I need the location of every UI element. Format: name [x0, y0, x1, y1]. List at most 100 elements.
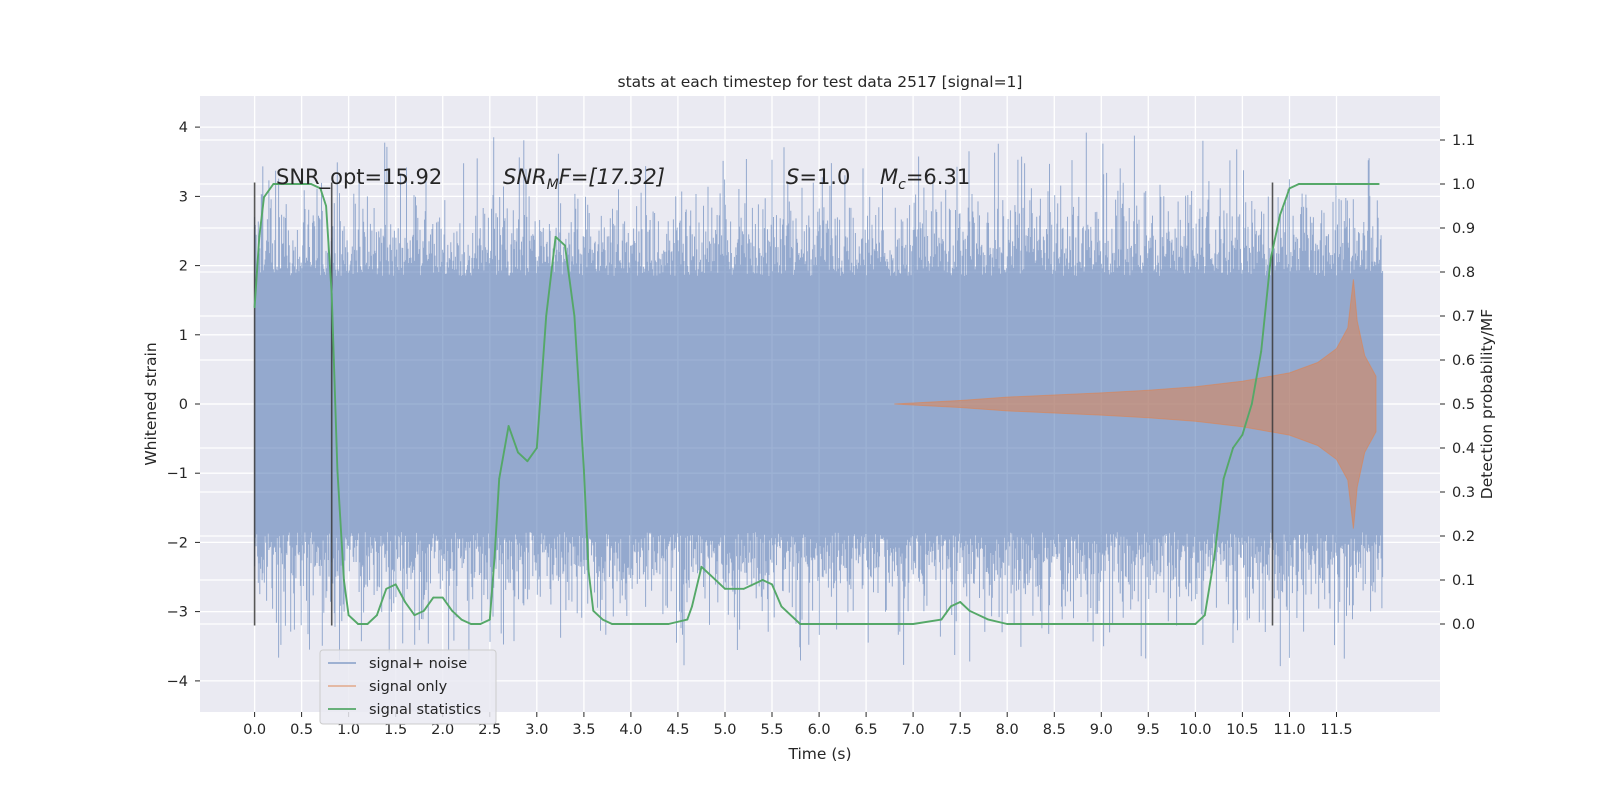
statistics-point	[686, 618, 689, 621]
x-tick-label: 9.5	[1137, 722, 1160, 738]
y-right-tick-label: 0.8	[1452, 265, 1475, 281]
statistics-point	[272, 183, 275, 185]
series-signal-statistics	[253, 183, 1380, 625]
y-right-tick-label: 0.5	[1452, 397, 1475, 413]
y-tick-label: 4	[179, 120, 188, 136]
legend-label-signal-only: signal only	[369, 679, 448, 695]
statistics-point	[1006, 623, 1009, 625]
statistics-point	[385, 587, 388, 590]
legend: signal+ noise signal only signal statist…	[319, 649, 497, 725]
statistics-point	[1288, 187, 1291, 190]
statistics-point	[545, 315, 548, 317]
statistics-point	[940, 618, 943, 621]
x-tick-label: 1.0	[337, 722, 360, 738]
x-tick-label: 6.0	[808, 722, 831, 738]
statistics-point	[1260, 350, 1263, 353]
statistics-point	[780, 605, 783, 608]
statistics-point	[592, 609, 595, 612]
x-tick-label: 0.0	[243, 722, 266, 738]
statistics-point	[865, 623, 867, 625]
statistics-point	[893, 623, 896, 625]
statistics-point	[432, 596, 435, 599]
annotation-s: S=1.0	[786, 165, 850, 189]
statistics-point	[1363, 183, 1366, 185]
statistics-point	[517, 451, 519, 454]
y-right-tick-label: 0.9	[1452, 221, 1475, 237]
x-tick-label: 10.0	[1179, 722, 1211, 738]
x-tick-label: 5.0	[713, 722, 736, 738]
statistics-point	[724, 587, 726, 590]
x-tick-label: 5.5	[760, 722, 783, 738]
statistics-point	[742, 587, 745, 590]
y-right-tick-label: 0.7	[1452, 309, 1475, 325]
statistics-point	[319, 187, 322, 190]
statistics-point	[479, 623, 482, 625]
statistics-point	[460, 618, 463, 621]
x-tick-label: 4.0	[619, 722, 642, 738]
statistics-point	[330, 293, 333, 295]
x-tick-label: 7.0	[902, 722, 925, 738]
y-right-tick-label: 0.6	[1452, 353, 1475, 369]
annotation-s-main: S	[786, 165, 799, 189]
x-tick-label: 10.5	[1226, 722, 1258, 738]
statistics-point	[1213, 557, 1216, 559]
statistics-point	[771, 583, 773, 586]
x-tick-label: 1.5	[384, 722, 407, 738]
statistics-point	[441, 596, 444, 599]
statistics-point	[347, 614, 350, 617]
x-tick-label: 4.5	[666, 722, 689, 738]
statistics-point	[583, 469, 585, 471]
statistics-point	[263, 196, 265, 199]
statistics-point	[325, 205, 327, 207]
statistics-point	[493, 557, 496, 559]
annotations: SNR_opt=15.92 SNRMF=[17.32] S=1.0 Mc=6.3…	[276, 165, 970, 193]
x-tick-label: 8.0	[996, 722, 1019, 738]
statistics-point	[611, 623, 613, 625]
statistics-point	[818, 623, 820, 625]
statistics-point	[423, 609, 425, 612]
statistics-point	[1241, 433, 1244, 436]
y-axis-left: −4 −3 −2 −1 0 1 2 3 4	[167, 120, 200, 690]
statistics-point	[573, 315, 576, 317]
statistics-point	[336, 469, 339, 471]
y-right-tick-label: 0.2	[1452, 529, 1475, 545]
statistics-point	[1203, 614, 1206, 617]
statistics-point	[987, 618, 990, 621]
x-tick-label: 8.5	[1043, 722, 1066, 738]
statistics-point	[1377, 183, 1380, 185]
x-tick-label: 3.0	[525, 722, 548, 738]
y-axis-title: Whitened strain	[142, 342, 160, 465]
x-tick-label: 3.5	[572, 722, 595, 738]
y-right-tick-label: 0.4	[1452, 441, 1475, 457]
statistics-point	[554, 235, 557, 238]
statistics-point	[1279, 213, 1281, 216]
statistics-point	[630, 623, 632, 625]
statistics-point	[1345, 183, 1347, 185]
statistics-point	[535, 447, 538, 449]
series-signal-only	[894, 279, 1377, 529]
statistics-point	[1307, 183, 1310, 185]
statistics-point	[601, 618, 604, 621]
statistics-point	[357, 623, 359, 625]
y-tick-label: −3	[167, 605, 188, 621]
statistics-point	[451, 609, 453, 612]
y-tick-label: 3	[179, 189, 188, 205]
annotation-mc-rest: =6.31	[906, 165, 970, 189]
annotation-s-rest: =1.0	[799, 165, 850, 189]
x-tick-label: 0.5	[290, 722, 313, 738]
statistics-point	[253, 306, 256, 309]
statistics-point	[291, 183, 294, 185]
statistics-point	[413, 614, 416, 617]
annotation-mc: Mc=6.31	[880, 165, 970, 193]
y-tick-label: 2	[179, 259, 188, 275]
statistics-point	[710, 574, 712, 577]
annotation-snr-mf-sub: M	[547, 177, 559, 193]
y-axis-right-title: Detection probability/MF	[1478, 309, 1496, 500]
y-right-tick-label: 1.1	[1452, 133, 1475, 149]
y-right-tick-label: 0.0	[1452, 617, 1475, 633]
statistics-point	[1250, 403, 1253, 405]
statistics-point	[376, 614, 378, 617]
x-tick-label: 6.5	[855, 722, 878, 738]
statistics-point	[281, 183, 284, 185]
statistics-point	[691, 605, 693, 608]
